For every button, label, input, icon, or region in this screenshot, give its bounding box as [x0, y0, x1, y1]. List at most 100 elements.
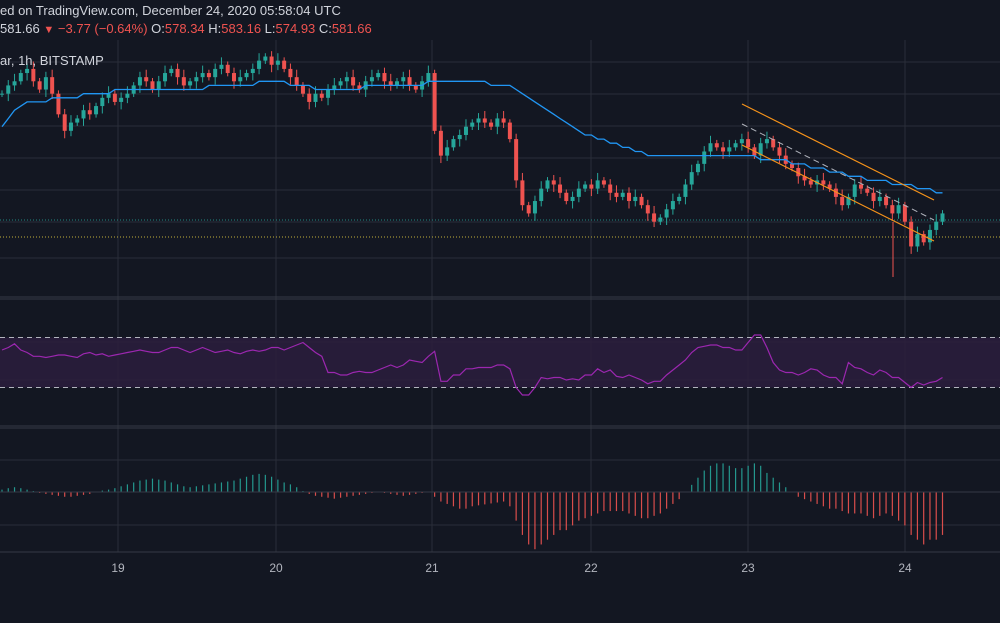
candle-body	[275, 60, 280, 65]
candle-body	[206, 73, 211, 78]
candle-body	[119, 97, 124, 102]
candle-body	[558, 184, 563, 193]
candle-body	[601, 180, 606, 185]
candle-body	[144, 77, 149, 82]
rsi-band	[0, 337, 1000, 388]
candle-body	[338, 81, 343, 86]
candle-body	[790, 163, 795, 168]
candle-body	[721, 147, 726, 152]
candle-body	[169, 68, 174, 74]
candle-body	[75, 118, 80, 123]
candle-body	[595, 180, 600, 189]
candle-body	[294, 77, 299, 86]
candle-body	[846, 196, 851, 206]
candle-body	[282, 60, 287, 69]
channel-mid	[741, 123, 935, 221]
candle-body	[884, 196, 889, 206]
candle-body	[921, 234, 926, 243]
published-line: ed on TradingView.com, December 24, 2020…	[0, 3, 341, 18]
candle-body	[137, 77, 142, 86]
candle-body	[501, 118, 506, 123]
x-tick-label: 19	[111, 561, 125, 575]
candle-body	[25, 68, 30, 74]
candle-body	[6, 85, 11, 94]
candle-body	[551, 180, 556, 185]
candle-body	[645, 205, 650, 214]
candle-body	[507, 122, 512, 140]
candle-body	[532, 201, 537, 214]
candle-body	[652, 213, 657, 222]
x-tick-label: 22	[584, 561, 598, 575]
candle-body	[257, 60, 262, 69]
candle-body	[250, 68, 255, 74]
grid	[0, 40, 1000, 553]
candle-body	[589, 184, 594, 189]
candle-body	[802, 176, 807, 181]
candle-body	[68, 122, 73, 131]
candle-body	[219, 64, 224, 69]
candle-body	[50, 77, 55, 94]
open-label: O:	[151, 21, 165, 36]
open-value: 578.34	[164, 21, 205, 36]
candle-body	[18, 73, 23, 82]
ohlc-line: 581.66 ▼ −3.77 (−0.64%) O:578.34 H:583.1…	[0, 21, 372, 36]
low-label: L:	[264, 21, 276, 36]
channel-lower	[741, 144, 935, 242]
ma-line	[1, 80, 943, 194]
candle-body	[940, 213, 945, 222]
candle-body	[326, 89, 331, 98]
candle-body	[351, 77, 356, 86]
candle-body	[808, 180, 813, 185]
x-tick-label: 24	[898, 561, 912, 575]
candle-body	[457, 134, 462, 140]
candle-body	[438, 130, 443, 156]
candle-body	[163, 73, 168, 82]
candle-body	[263, 56, 268, 61]
candle-body	[564, 192, 569, 202]
candle-body	[746, 139, 751, 148]
candle-body	[576, 188, 581, 197]
candle-body	[714, 143, 719, 148]
candle-body	[62, 114, 67, 131]
candle-body	[344, 77, 349, 82]
candle-body	[764, 139, 769, 144]
candle-body	[608, 184, 613, 193]
candle-body	[915, 234, 920, 247]
candle-body	[614, 192, 619, 197]
close-value: 581.66	[331, 21, 372, 36]
candle-body	[225, 64, 230, 74]
candle-body	[627, 192, 631, 202]
candle-body	[313, 93, 318, 102]
candle-body	[871, 192, 876, 202]
candle-body	[827, 184, 832, 189]
candle-body	[213, 68, 218, 78]
candle-body	[877, 196, 882, 202]
candle-body	[200, 73, 205, 78]
candle-body	[620, 192, 625, 197]
candle-body	[56, 93, 61, 115]
rsi-line	[1, 334, 943, 396]
candle-body	[426, 73, 431, 82]
candle-body	[545, 180, 550, 189]
candle-body	[583, 184, 588, 189]
rsi-band-fill	[0, 337, 1000, 388]
candle-body	[833, 188, 838, 197]
candle-body	[570, 196, 575, 202]
candle-body	[269, 56, 274, 65]
candle-body	[890, 205, 895, 214]
down-arrow-icon: ▼	[43, 24, 55, 36]
candle-body	[514, 139, 519, 181]
candle-body	[470, 122, 475, 127]
candle-body	[520, 180, 525, 206]
candle-body	[43, 77, 48, 90]
candle-body	[677, 196, 682, 202]
low-value: 574.93	[275, 21, 316, 36]
x-tick-label: 21	[425, 561, 439, 575]
channel-upper	[741, 103, 935, 201]
candle-body	[12, 81, 17, 86]
candle-body	[87, 110, 92, 115]
candle-body	[927, 229, 932, 243]
candle-body	[633, 196, 638, 202]
candle-body	[369, 77, 374, 82]
